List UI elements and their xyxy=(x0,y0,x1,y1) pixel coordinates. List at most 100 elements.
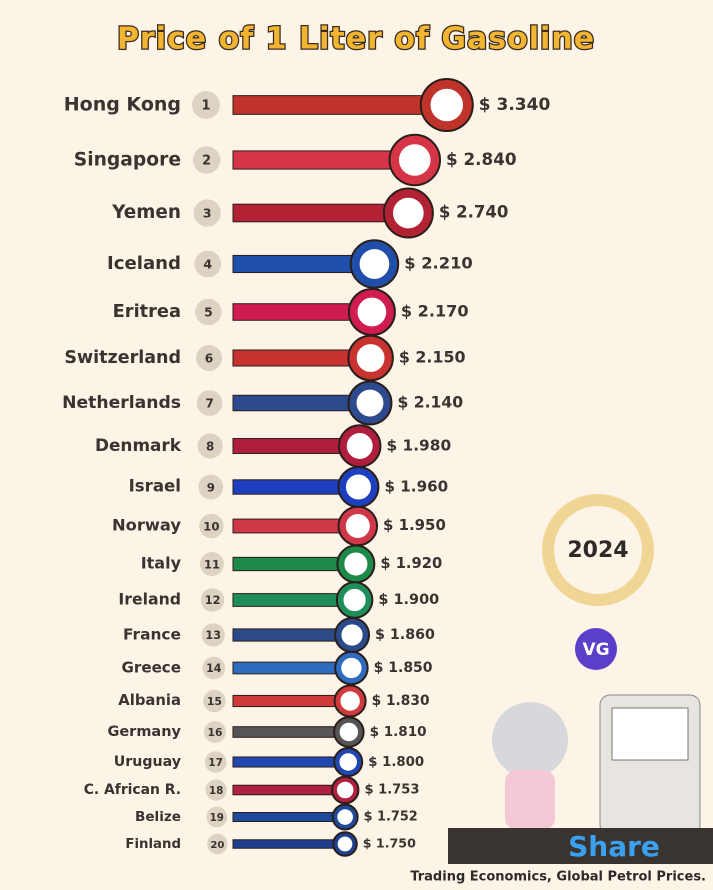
rank-circle xyxy=(205,779,227,801)
value-label: $ 1.850 xyxy=(374,660,433,676)
value-label: $ 1.980 xyxy=(386,437,451,455)
flag xyxy=(392,137,437,183)
category-label: Norway xyxy=(112,516,181,535)
value-label: $ 2.740 xyxy=(439,203,509,222)
flag xyxy=(335,749,361,775)
rank-circle xyxy=(196,390,223,416)
flag xyxy=(334,806,357,828)
category-label: Denmark xyxy=(95,435,182,455)
bar xyxy=(232,784,346,796)
source: Trading Economics, Global Petrol Prices. xyxy=(410,870,706,885)
rank-label: 10 xyxy=(203,520,219,534)
rank-label: 11 xyxy=(204,558,220,572)
rank-circle xyxy=(203,689,226,713)
rank-label: 3 xyxy=(203,206,212,221)
category-label: Switzerland xyxy=(64,348,181,368)
rank-label: 7 xyxy=(205,397,213,411)
rank-label: 2 xyxy=(202,154,211,169)
logo-circle xyxy=(575,628,617,670)
flag xyxy=(339,547,373,581)
flag xyxy=(351,291,393,333)
rank-label: 1 xyxy=(201,99,210,114)
value-label: $ 2.140 xyxy=(397,394,463,412)
rank-circle xyxy=(196,345,222,371)
share-bar xyxy=(448,828,713,864)
rank-circle xyxy=(201,623,225,647)
rank-label: 19 xyxy=(210,812,224,824)
rank-label: 16 xyxy=(208,726,223,739)
rank-circle xyxy=(207,833,228,855)
rank-label: 14 xyxy=(206,662,222,675)
category-label: Israel xyxy=(129,477,181,496)
category-label: Uruguay xyxy=(114,754,181,770)
flag xyxy=(340,469,376,505)
category-label: Iceland xyxy=(107,253,181,274)
value-label: $ 1.752 xyxy=(364,810,418,825)
bar xyxy=(232,839,346,849)
flag xyxy=(341,427,378,465)
category-label: Greece xyxy=(122,659,182,677)
rank-circle xyxy=(200,552,224,576)
value-label: $ 1.830 xyxy=(372,693,430,709)
flag xyxy=(351,338,391,378)
category-label: Eritrea xyxy=(113,301,181,322)
rank-circle xyxy=(204,751,227,773)
rank-label: 13 xyxy=(205,629,221,642)
flag xyxy=(334,833,356,855)
bar xyxy=(232,756,349,768)
value-label: $ 1.860 xyxy=(375,627,435,643)
bar xyxy=(232,726,350,738)
value-label: $ 1.800 xyxy=(368,755,424,770)
flag xyxy=(340,509,375,543)
rank-circle xyxy=(200,588,225,612)
category-label: Belize xyxy=(135,809,181,825)
logo: VG xyxy=(582,640,609,660)
value-label: $ 2.840 xyxy=(446,149,517,169)
illustration xyxy=(492,694,701,836)
category-label: Hong Kong xyxy=(64,94,181,116)
value-label: $ 2.170 xyxy=(401,302,469,321)
category-label: Germany xyxy=(107,724,181,740)
rank-label: 18 xyxy=(209,785,224,797)
rank-circle xyxy=(204,721,226,743)
value-label: $ 1.920 xyxy=(380,555,442,572)
value-label: $ 2.210 xyxy=(404,254,473,273)
value-label: $ 1.900 xyxy=(378,592,439,608)
bar xyxy=(232,694,351,708)
category-label: C. African R. xyxy=(84,782,181,798)
category-label: France xyxy=(123,626,181,644)
rank-circle xyxy=(197,433,223,459)
rank-label: 12 xyxy=(205,593,221,607)
share: Share xyxy=(568,830,660,863)
rank-circle xyxy=(199,513,224,539)
value-label: $ 1.753 xyxy=(364,783,419,798)
bar xyxy=(232,203,409,223)
badge-ring xyxy=(542,494,654,606)
flag xyxy=(337,653,366,683)
value-label: $ 1.960 xyxy=(384,478,448,496)
rank-circle xyxy=(195,298,222,326)
rank-circle xyxy=(192,91,220,119)
category-label: Singapore xyxy=(74,150,181,171)
flag xyxy=(336,687,364,715)
rank-label: 6 xyxy=(205,352,214,366)
value-label: $ 1.750 xyxy=(363,836,416,851)
rank-label: 17 xyxy=(208,757,223,769)
bar xyxy=(232,812,346,822)
category-label: Yemen xyxy=(111,202,181,223)
bar xyxy=(232,95,448,115)
value-label: $ 1.950 xyxy=(383,516,446,534)
flag xyxy=(424,82,470,128)
rank-circle xyxy=(206,806,228,828)
rank-label: 5 xyxy=(204,305,213,320)
value-label: $ 3.340 xyxy=(479,95,551,115)
flag xyxy=(339,584,371,616)
category-label: Finland xyxy=(125,837,181,852)
category-label: Italy xyxy=(141,554,182,573)
rank-circle xyxy=(193,199,221,227)
category-label: Netherlands xyxy=(62,393,181,413)
rank-circle xyxy=(194,250,222,278)
flag xyxy=(333,778,357,802)
